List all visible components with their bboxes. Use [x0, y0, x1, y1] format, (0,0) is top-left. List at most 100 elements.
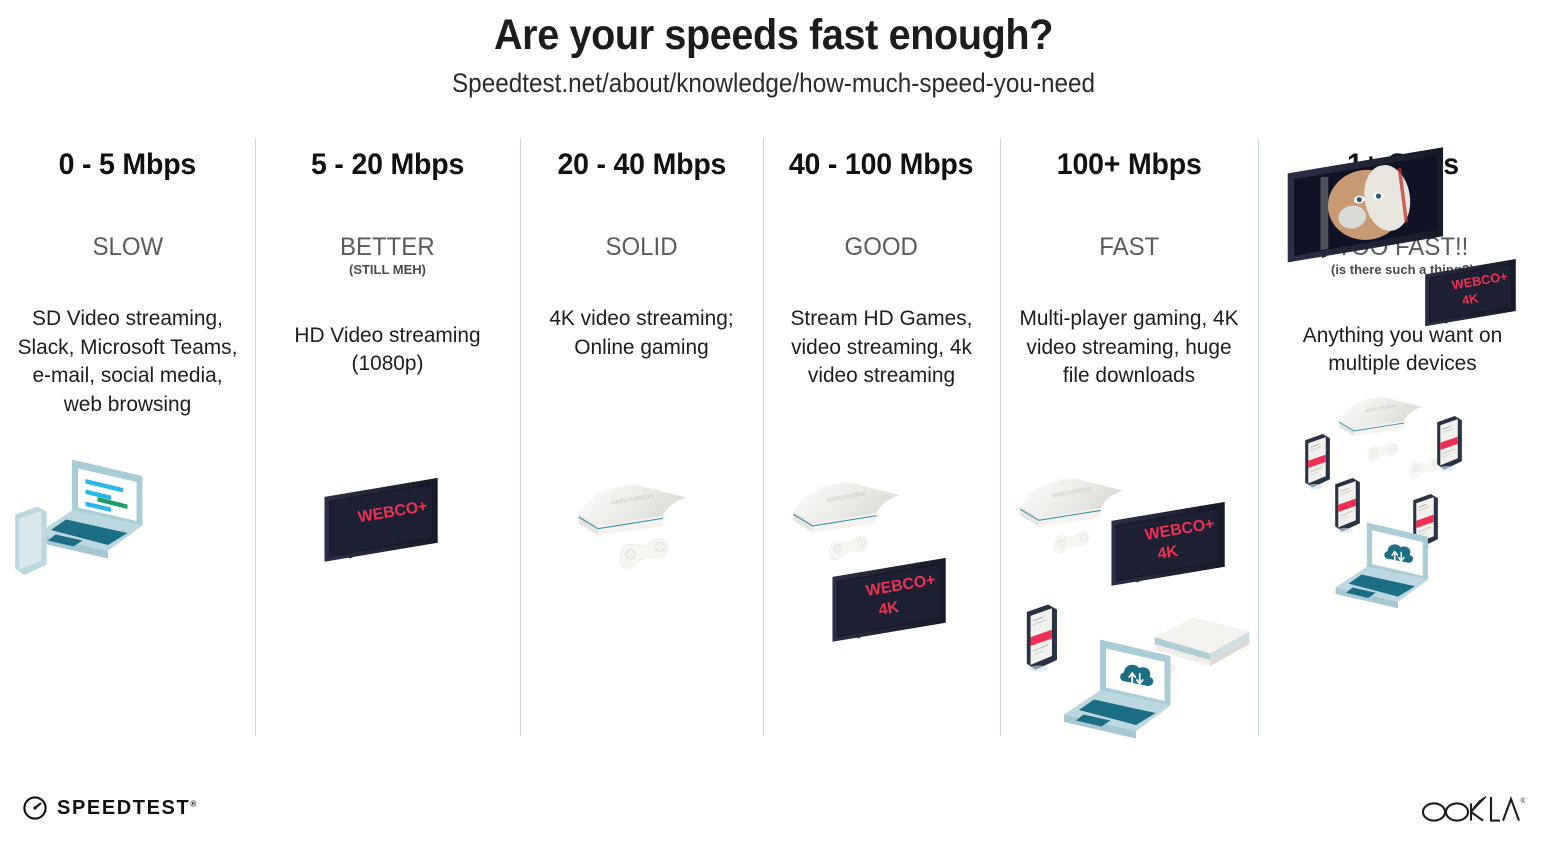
phone-screen	[1308, 437, 1326, 484]
device-laptop-cloud	[1046, 632, 1196, 750]
laptop-screen-bar	[97, 497, 128, 509]
console-accent-line	[1019, 508, 1101, 521]
phone-screen-line	[1310, 471, 1319, 476]
device-controller	[1136, 654, 1184, 693]
controller-buttons	[857, 538, 866, 548]
phone-shadow	[1029, 665, 1049, 672]
stacked-base-side	[1210, 638, 1250, 667]
console-side	[1038, 507, 1101, 527]
controller-body	[1054, 531, 1090, 554]
console-front	[1339, 420, 1354, 436]
phone-screen-banner	[1440, 436, 1458, 450]
console-top	[1020, 478, 1124, 518]
laptop-keyboard	[51, 519, 128, 545]
controller-dpad	[1371, 449, 1379, 457]
footer: SPEEDTEST® ®	[0, 748, 1547, 843]
console-side	[1354, 421, 1404, 436]
tv-leg	[1504, 299, 1511, 311]
phone-body	[1437, 416, 1462, 470]
controller-body	[1409, 458, 1441, 478]
phone-screen-line	[1442, 453, 1451, 458]
phone-screen-banner	[1308, 454, 1326, 468]
controller-body	[829, 536, 868, 560]
rating-label: SLOW	[92, 233, 163, 261]
speed-tier-column-5: 100+ Mbps FAST Multi-player gaming, 4K vid…	[1000, 136, 1258, 740]
phone-screen-line	[1310, 466, 1323, 473]
device-illustration-group: webcostation WEBCO+	[763, 136, 1000, 740]
ookla-wordmark-icon: ®	[1421, 795, 1525, 822]
console-side	[812, 513, 877, 533]
cloud-sync-icon	[1384, 544, 1414, 563]
phone-screen-banner	[1030, 629, 1052, 646]
console-front	[578, 514, 598, 536]
speed-range-label: 5 - 20 Mbps	[310, 148, 465, 181]
phone-screen-line	[1418, 505, 1430, 511]
phone-screen	[1030, 608, 1052, 665]
tv-leg	[1315, 238, 1327, 259]
laptop-base-front	[1335, 587, 1398, 609]
usage-description: Multi-player gaming, 4K video streaming,…	[1019, 306, 1239, 388]
svg-text:4K: 4K	[877, 599, 900, 619]
phone-screen-line	[1310, 443, 1319, 448]
device-phone	[1328, 476, 1364, 543]
controller-dpad	[1413, 465, 1421, 473]
phone-shadow	[1439, 465, 1455, 472]
laptop-lid	[72, 459, 143, 526]
controller-buttons	[1431, 460, 1439, 468]
laptop-screen-bar	[85, 489, 111, 500]
laptop-base-top	[1064, 690, 1171, 731]
tv-leg	[931, 608, 940, 623]
phone-screen	[1338, 481, 1356, 528]
laptop-base-front	[36, 534, 108, 559]
svg-text:WEBCO+: WEBCO+	[1144, 516, 1216, 544]
tv-leg	[423, 528, 432, 543]
console-accent-line	[793, 513, 877, 527]
controller-dpad	[1058, 539, 1067, 548]
speedtest-logo[interactable]: SPEEDTEST®	[22, 795, 196, 821]
tv-screen	[837, 564, 941, 637]
phone-body	[1413, 494, 1438, 548]
tv-body	[832, 557, 946, 642]
speed-range-label: 1+ Gbps	[1346, 148, 1459, 181]
controller-buttons	[1165, 663, 1174, 672]
controller-dpad	[833, 544, 843, 554]
device-phone	[6, 504, 52, 588]
speed-range-label: 40 - 100 Mbps	[789, 148, 974, 181]
device-controller	[825, 528, 877, 570]
cloud-sync-icon	[1120, 664, 1154, 686]
device-laptop	[18, 452, 168, 570]
page-title: Are your speeds fast enough?	[493, 11, 1054, 59]
phone-screen-line	[1032, 644, 1049, 652]
console-brand-label: webcostation	[825, 490, 868, 504]
laptop-base-front	[1064, 714, 1136, 739]
ookla-logo[interactable]: ®	[1421, 793, 1525, 823]
tv-brand-label: WEBCO+	[357, 498, 429, 526]
tv-leg	[344, 544, 353, 559]
phone-screen-line	[1340, 515, 1349, 520]
svg-text:WEBCO+: WEBCO+	[357, 498, 429, 526]
tv-brand-label: WEBCO+ 4K	[1144, 516, 1216, 563]
device-laptop-cloud	[1320, 516, 1450, 619]
phone-screen-banner	[1416, 514, 1434, 528]
speed-tier-column-1: 0 - 5 Mbps SLOW SD Video streaming, Slack,…	[0, 136, 255, 740]
console-top	[793, 482, 900, 524]
page-subtitle-url: Speedtest.net/about/knowledge/how-much-s…	[451, 68, 1096, 98]
phone-screen-line	[1032, 650, 1044, 656]
console-top	[578, 484, 687, 527]
phone-screen-line	[1418, 503, 1427, 508]
rating-label: BETTER	[340, 233, 435, 261]
laptop-screen	[1106, 648, 1165, 701]
laptop-screen-bar	[85, 501, 111, 512]
device-console: webcostation	[787, 476, 915, 558]
device-illustration-group: webcostation WEBCO+	[1000, 136, 1258, 740]
device-tv: WEBCO+	[313, 474, 453, 587]
device-controller	[1406, 452, 1448, 487]
laptop-lid	[1366, 522, 1428, 580]
controller-body	[619, 538, 669, 569]
speed-tier-column-4: 40 - 100 Mbps GOOD Stream HD Games, video …	[763, 136, 1000, 740]
phone-screen-line	[1340, 489, 1352, 495]
phone-shadow	[1415, 543, 1431, 550]
rating-label: FAST	[1098, 233, 1159, 261]
laptop-keyboard	[1079, 699, 1156, 725]
